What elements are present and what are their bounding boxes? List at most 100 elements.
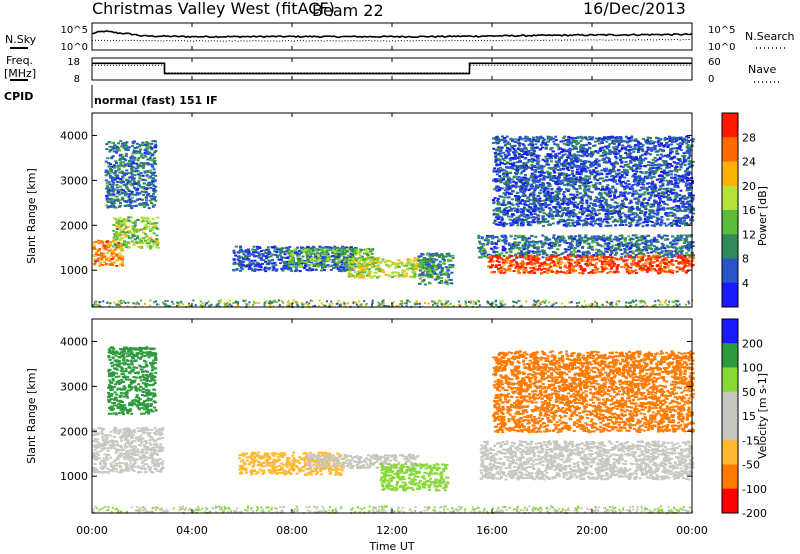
range-gate-cell [126, 149, 130, 151]
range-gate-cell [232, 263, 236, 266]
range-gate-cell [118, 193, 122, 196]
range-gate-cell [247, 251, 251, 254]
range-gate-cell [136, 193, 140, 196]
range-gate-cell [443, 259, 447, 262]
range-gate-cell [425, 252, 429, 255]
range-gate-cell [553, 263, 557, 266]
range-gate-cell [377, 267, 381, 270]
freq-left-tick-bottom: 8 [74, 74, 80, 85]
range-gate-cell [620, 265, 624, 268]
range-gate-cell [546, 271, 550, 274]
range-gate-cell [126, 241, 130, 244]
range-gate-cell [119, 247, 123, 250]
range-gate-cell [120, 237, 124, 240]
range-gate-cell [577, 262, 581, 264]
range-gate-cell [347, 275, 351, 278]
range-gate-cell [138, 150, 141, 153]
range-gate-cell [666, 183, 670, 186]
range-gate-cell [250, 259, 254, 262]
range-gate-cell [260, 258, 263, 261]
range-gate-cell [141, 166, 145, 169]
range-gate-cell [560, 253, 564, 256]
range-gate-cell [664, 160, 668, 163]
range-gate-cell [136, 236, 139, 239]
nave-line [92, 64, 692, 74]
range-gate-cell [506, 256, 510, 259]
range-gate-cell [428, 274, 432, 277]
range-gate-cell [156, 216, 160, 219]
range-gate-cell [571, 219, 575, 222]
range-gate-cell [151, 198, 155, 200]
range-gate-cell [543, 252, 547, 255]
range-gate-cell [135, 146, 139, 149]
range-gate-cell [551, 251, 555, 254]
range-gate-cell [131, 184, 135, 187]
range-gate-cell [512, 180, 516, 183]
range-gate-cell [428, 261, 432, 264]
range-gate-cell [413, 275, 417, 278]
range-gate-cell [573, 196, 577, 199]
range-gate-cell [119, 233, 122, 236]
range-gate-cell [530, 263, 534, 266]
range-gate-cell [381, 259, 385, 262]
range-gate-cell [671, 239, 675, 242]
range-gate-cell [119, 231, 123, 233]
range-gate-cell [350, 249, 354, 252]
range-gate-cell [238, 259, 242, 262]
range-gate-cell [325, 248, 329, 251]
range-gate-cell [437, 276, 441, 278]
range-gate-cell [627, 235, 631, 238]
range-gate-cell [119, 202, 122, 204]
range-gate-cell [657, 235, 661, 238]
range-gate-cell [548, 223, 551, 226]
range-gate-cell [688, 254, 692, 257]
range-gate-cell [495, 236, 499, 239]
range-gate-cell [149, 169, 152, 172]
range-gate-cell [545, 263, 548, 266]
range-gate-cell [371, 263, 375, 266]
range-gate-cell [502, 199, 506, 202]
range-gate-cell [253, 255, 257, 258]
range-gate-cell [660, 237, 664, 240]
range-gate-cell [614, 235, 618, 238]
range-gate-cell [153, 161, 156, 164]
range-gate-cell [359, 275, 363, 278]
range-gate-cell [375, 256, 379, 259]
range-gate-cell [327, 265, 331, 268]
range-gate-cell [671, 243, 675, 246]
range-gate-cell [663, 234, 667, 237]
range-gate-cell [108, 150, 112, 153]
range-gate-cell [509, 264, 513, 267]
range-gate-cell [115, 151, 118, 154]
range-gate-cell [308, 259, 312, 262]
range-gate-cell [434, 273, 437, 275]
range-gate-cell [256, 245, 259, 248]
range-gate-cell [528, 250, 532, 253]
range-gate-cell [549, 136, 553, 139]
range-gate-cell [649, 267, 653, 270]
range-gate-cell [118, 216, 122, 219]
noise-left-tick-bottom: 10^0 [61, 42, 88, 53]
range-gate-cell [603, 218, 607, 221]
range-gate-cell [120, 145, 124, 148]
range-gate-cell [553, 244, 557, 247]
range-gate-cell [377, 256, 381, 259]
range-gate-cell [439, 271, 443, 274]
range-gate-cell [122, 141, 126, 144]
range-gate-cell [150, 165, 154, 168]
range-gate-cell [553, 243, 557, 246]
range-gate-cell [145, 147, 149, 150]
range-gate-cell [130, 240, 134, 243]
range-gate-cell [105, 197, 109, 200]
range-gate-cell [104, 160, 108, 163]
range-gate-cell [671, 214, 675, 217]
range-gate-cell [480, 249, 484, 252]
range-gate-cell [150, 179, 154, 182]
range-gate-cell [535, 260, 539, 263]
range-gate-cell [554, 252, 558, 255]
range-gate-cell [490, 265, 494, 268]
range-gate-cell [431, 270, 435, 273]
range-gate-cell [124, 234, 128, 236]
range-gate-cell [665, 234, 669, 237]
range-gate-cell [125, 201, 129, 204]
